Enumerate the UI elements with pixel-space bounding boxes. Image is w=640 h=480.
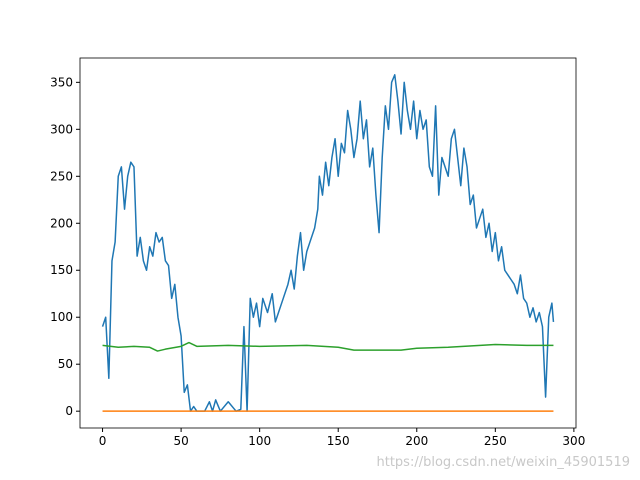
x-tick-label: 150 [327,434,350,448]
y-tick-label: 350 [50,75,73,89]
y-tick-label: 250 [50,169,73,183]
x-tick-label: 200 [405,434,428,448]
x-tick-label: 100 [248,434,271,448]
x-tick-label: 250 [484,434,507,448]
y-tick-label: 0 [65,404,73,418]
line-series [102,341,554,352]
x-tick-label: 300 [562,434,585,448]
watermark: https://blog.csdn.net/weixin_45901519 [376,455,630,470]
y-tick-label: 300 [50,122,73,136]
y-tick-label: 50 [58,357,73,371]
plot-frame [79,57,577,429]
y-tick-label: 150 [50,263,73,277]
x-tick-label: 0 [99,434,107,448]
line-series [101,74,555,412]
y-tick-label: 100 [50,310,73,324]
y-tick-label: 200 [50,216,73,230]
x-tick-label: 50 [173,434,188,448]
